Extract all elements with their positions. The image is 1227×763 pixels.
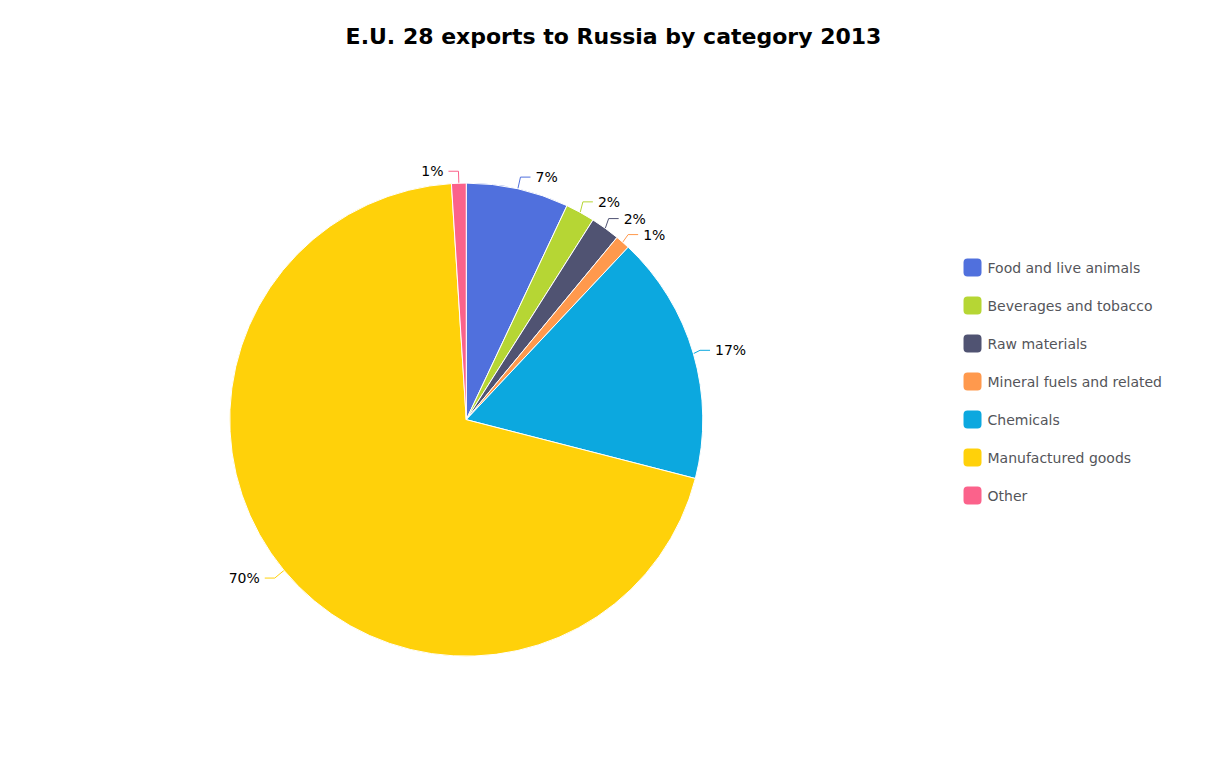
svg-text:7%: 7%: [535, 169, 557, 185]
svg-text:E.U. 28 exports to Russia by c: E.U. 28 exports to Russia by category 20…: [346, 24, 882, 49]
svg-text:Other: Other: [988, 488, 1028, 504]
svg-text:1%: 1%: [643, 227, 665, 243]
svg-text:Beverages and tobacco: Beverages and tobacco: [988, 298, 1153, 314]
svg-text:Food and live animals: Food and live animals: [988, 260, 1141, 276]
svg-text:17%: 17%: [715, 342, 746, 358]
svg-text:70%: 70%: [229, 570, 260, 586]
svg-text:2%: 2%: [598, 194, 620, 210]
svg-text:Raw materials: Raw materials: [988, 336, 1088, 352]
svg-text:Mineral fuels and related: Mineral fuels and related: [988, 374, 1163, 390]
svg-text:Chemicals: Chemicals: [988, 412, 1060, 428]
svg-text:2%: 2%: [624, 211, 646, 227]
svg-text:1%: 1%: [421, 163, 443, 179]
svg-text:Manufactured goods: Manufactured goods: [988, 450, 1132, 466]
